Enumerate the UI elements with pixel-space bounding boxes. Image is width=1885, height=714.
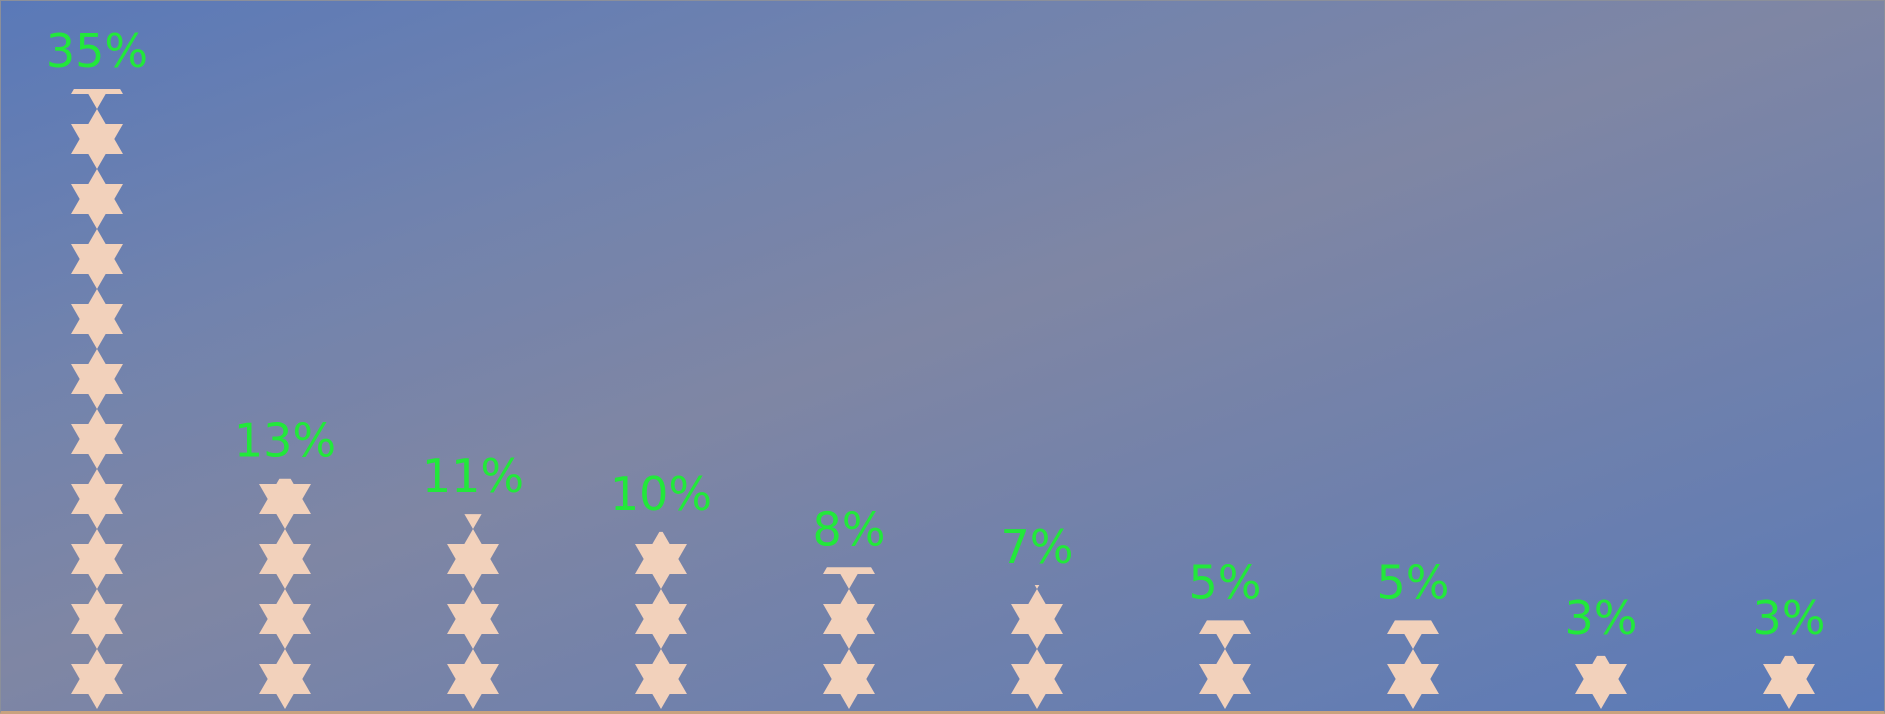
data-label-1: 35% bbox=[46, 24, 148, 78]
bar-9 bbox=[1575, 655, 1627, 709]
star-icon bbox=[823, 589, 875, 649]
data-label-2: 13% bbox=[234, 414, 336, 468]
star-icon bbox=[71, 289, 123, 349]
star-icon bbox=[1387, 649, 1439, 709]
data-label-7: 5% bbox=[1189, 555, 1262, 609]
star-icon bbox=[259, 529, 311, 589]
bar-4 bbox=[635, 531, 687, 709]
star-icon bbox=[259, 649, 311, 709]
star-icon bbox=[1763, 655, 1815, 709]
star-icon bbox=[635, 589, 687, 649]
star-icon bbox=[259, 589, 311, 649]
star-icon bbox=[1011, 589, 1063, 649]
star-icon bbox=[1011, 649, 1063, 709]
bar-10 bbox=[1763, 655, 1815, 709]
star-icon bbox=[71, 649, 123, 709]
data-label-5: 8% bbox=[813, 502, 886, 556]
star-icon bbox=[823, 649, 875, 709]
star-icon bbox=[635, 649, 687, 709]
star-icon bbox=[71, 169, 123, 229]
star-icon bbox=[71, 469, 123, 529]
data-label-3: 11% bbox=[422, 449, 524, 503]
data-label-10: 3% bbox=[1753, 591, 1826, 645]
data-label-8: 5% bbox=[1377, 555, 1450, 609]
star-icon bbox=[1575, 655, 1627, 709]
data-label-4: 10% bbox=[610, 467, 712, 521]
star-icon bbox=[71, 529, 123, 589]
star-icon bbox=[71, 349, 123, 409]
data-label-9: 3% bbox=[1565, 591, 1638, 645]
star-icon bbox=[71, 589, 123, 649]
star-icon bbox=[1199, 649, 1251, 709]
star-icon bbox=[71, 229, 123, 289]
star-icon bbox=[71, 109, 123, 169]
star-icon bbox=[635, 531, 687, 589]
star-icon bbox=[71, 409, 123, 469]
star-icon bbox=[447, 589, 499, 649]
star-icon bbox=[259, 478, 311, 529]
bar-1 bbox=[71, 89, 123, 709]
star-icon bbox=[447, 649, 499, 709]
bar-3 bbox=[447, 514, 499, 709]
bar-2 bbox=[259, 478, 311, 709]
star-icon bbox=[447, 529, 499, 589]
data-label-6: 7% bbox=[1001, 520, 1074, 574]
